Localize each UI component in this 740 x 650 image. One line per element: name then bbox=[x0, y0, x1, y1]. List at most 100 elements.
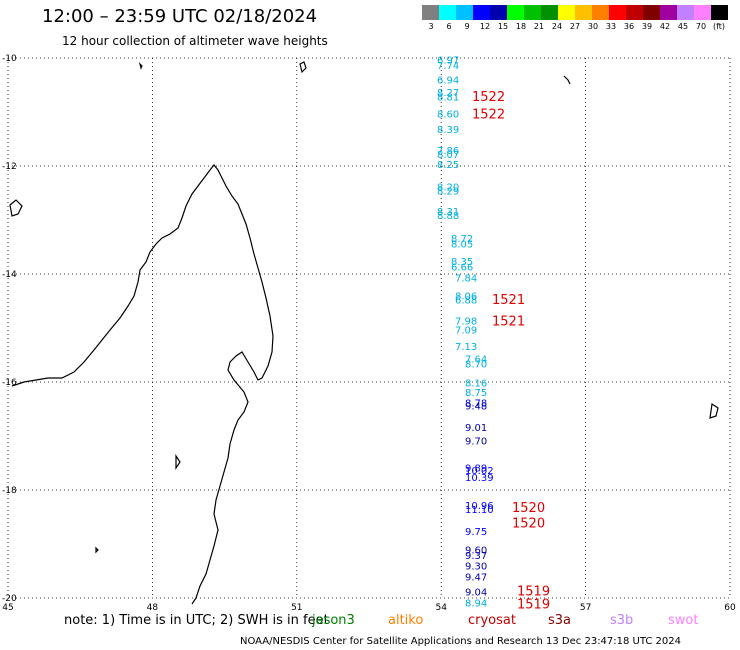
wave-height-value: 9.75 bbox=[465, 527, 487, 538]
pass-time-label: 1521 bbox=[492, 293, 525, 308]
legend-swatch bbox=[507, 5, 524, 20]
wave-height-value: 8.06 bbox=[455, 292, 477, 303]
wave-height-value: 8.31 bbox=[437, 207, 459, 218]
wave-height-value: 8.60 bbox=[437, 110, 459, 121]
island-europa bbox=[95, 546, 99, 554]
pass-time-label: 1520 bbox=[512, 516, 545, 531]
wave-height-value: 10.39 bbox=[465, 473, 494, 484]
pass-time-label: 1519 bbox=[517, 585, 550, 600]
page-subtitle: 12 hour collection of altimeter wave hei… bbox=[62, 34, 328, 48]
wave-height-value: 8.94 bbox=[465, 598, 487, 609]
legend-label: 6 bbox=[446, 22, 452, 31]
coastline bbox=[9, 61, 719, 605]
legend-swatch bbox=[456, 5, 473, 20]
wave-height-value: 8.20 bbox=[437, 183, 459, 194]
legend-swatch bbox=[558, 5, 575, 20]
wave-height-value: 11.10 bbox=[465, 505, 494, 516]
altimeter-observations: 6.977.74 6.948.278.81 8.60 8.39 7.868.078.25… bbox=[437, 56, 494, 610]
legend-label: 30 bbox=[587, 22, 599, 31]
lon-tick-label: 57 bbox=[580, 603, 591, 613]
legend-label: 70 bbox=[695, 22, 707, 31]
wave-height-value: 9.89 bbox=[465, 463, 487, 474]
legend-swatch bbox=[541, 5, 558, 20]
legend-swatch bbox=[694, 5, 711, 20]
map-grid bbox=[7, 57, 731, 599]
legend-swatch bbox=[643, 5, 660, 20]
legend-swatch bbox=[677, 5, 694, 20]
satellite-swot: swot bbox=[668, 613, 699, 628]
wave-height-value: 10.96 bbox=[465, 501, 494, 512]
wave-height-value: 7.86 bbox=[437, 146, 459, 157]
wave-height-value: 7.74 bbox=[437, 61, 459, 72]
lon-tick-label: 45 bbox=[2, 603, 13, 613]
legend-label: 27 bbox=[569, 22, 581, 31]
wave-height-value: 6.88 bbox=[455, 295, 477, 306]
island-mauritius bbox=[709, 402, 719, 419]
legend-swatch bbox=[575, 5, 592, 20]
legend-label: 45 bbox=[677, 22, 689, 31]
satellite-altiko: altiko bbox=[388, 613, 424, 628]
wave-height-value: 9.04 bbox=[465, 588, 487, 599]
lat-tick-label: -12 bbox=[2, 162, 17, 172]
wave-height-value: 8.88 bbox=[437, 211, 459, 222]
wave-height-value: 7.84 bbox=[455, 273, 477, 284]
color-scale-labels: 3 6 9 12 15 18 21 24 27 30 33 36 39 42 45 70 (ft) bbox=[422, 22, 732, 31]
lon-tick-label: 54 bbox=[435, 603, 447, 613]
legend-swatch bbox=[609, 5, 626, 20]
legend-label: (ft) bbox=[712, 22, 726, 31]
wave-height-value: 8.78 bbox=[465, 399, 487, 410]
lon-tick-label: 60 bbox=[724, 603, 736, 613]
lon-tick-label: 51 bbox=[291, 603, 302, 613]
pass-time-label: 1520 bbox=[512, 501, 545, 516]
lat-tick-label: -16 bbox=[2, 378, 17, 388]
island-reef-1 bbox=[563, 75, 571, 85]
wave-height-value: 8.35 bbox=[451, 257, 473, 268]
legend-label: 3 bbox=[428, 22, 434, 31]
lat-tick-label: -20 bbox=[2, 594, 17, 604]
legend-label: 42 bbox=[659, 22, 671, 31]
satellite-jason3: jason3 bbox=[312, 613, 355, 628]
color-scale-legend bbox=[422, 5, 728, 20]
legend-swatch bbox=[660, 5, 677, 20]
pass-time-label: 1522 bbox=[472, 90, 505, 105]
pass-time-label: 1521 bbox=[492, 315, 525, 330]
wave-height-value: 8.27 bbox=[437, 88, 459, 99]
island-north bbox=[299, 61, 307, 74]
note-text: note: 1) Time is in UTC; 2) SWH is in fe… bbox=[64, 613, 329, 628]
wave-height-value: 7.98 bbox=[455, 317, 477, 328]
pass-time-label: 1519 bbox=[517, 597, 550, 612]
legend-swatch bbox=[524, 5, 541, 20]
wave-height-value: 9.60 bbox=[465, 545, 487, 556]
legend-label: 24 bbox=[551, 22, 563, 31]
wave-height-value: 6.94 bbox=[437, 76, 459, 87]
island-comoros bbox=[9, 199, 23, 217]
lat-tick-label: -14 bbox=[2, 270, 17, 280]
wave-height-value: 9.47 bbox=[465, 572, 487, 583]
wave-height-value: 6.97 bbox=[437, 56, 459, 67]
wave-height-value: 8.29 bbox=[437, 186, 459, 197]
madagascar-coastline bbox=[191, 164, 274, 605]
satellite-s3a: s3a bbox=[548, 613, 572, 628]
satellite-cryosat: cryosat bbox=[468, 613, 516, 628]
legend-swatch bbox=[490, 5, 507, 20]
satellite-s3b: s3b bbox=[610, 613, 634, 628]
legend-swatch bbox=[473, 5, 490, 20]
wave-height-value: 8.16 bbox=[465, 379, 487, 390]
legend-swatch bbox=[626, 5, 643, 20]
island-juan-de-nova bbox=[175, 454, 181, 470]
legend-swatch bbox=[711, 5, 728, 20]
wave-height-value: 9.01 bbox=[465, 423, 487, 434]
page-title: 12:00 – 23:59 UTC 02/18/2024 bbox=[42, 6, 318, 27]
wave-height-value: 8.39 bbox=[437, 125, 459, 136]
wave-height-value: 9.70 bbox=[465, 436, 487, 447]
lon-tick-label: 48 bbox=[147, 603, 159, 613]
wave-height-value: 7.13 bbox=[455, 342, 477, 353]
footer-credit: NOAA/NESDIS Center for Satellite Applica… bbox=[240, 636, 682, 647]
wave-height-value: 8.05 bbox=[451, 239, 473, 250]
wave-height-value: 8.07 bbox=[437, 150, 459, 161]
wave-height-value: 8.70 bbox=[465, 360, 487, 371]
lat-tick-label: -10 bbox=[2, 54, 17, 64]
madagascar-northwest-coast bbox=[11, 169, 211, 387]
